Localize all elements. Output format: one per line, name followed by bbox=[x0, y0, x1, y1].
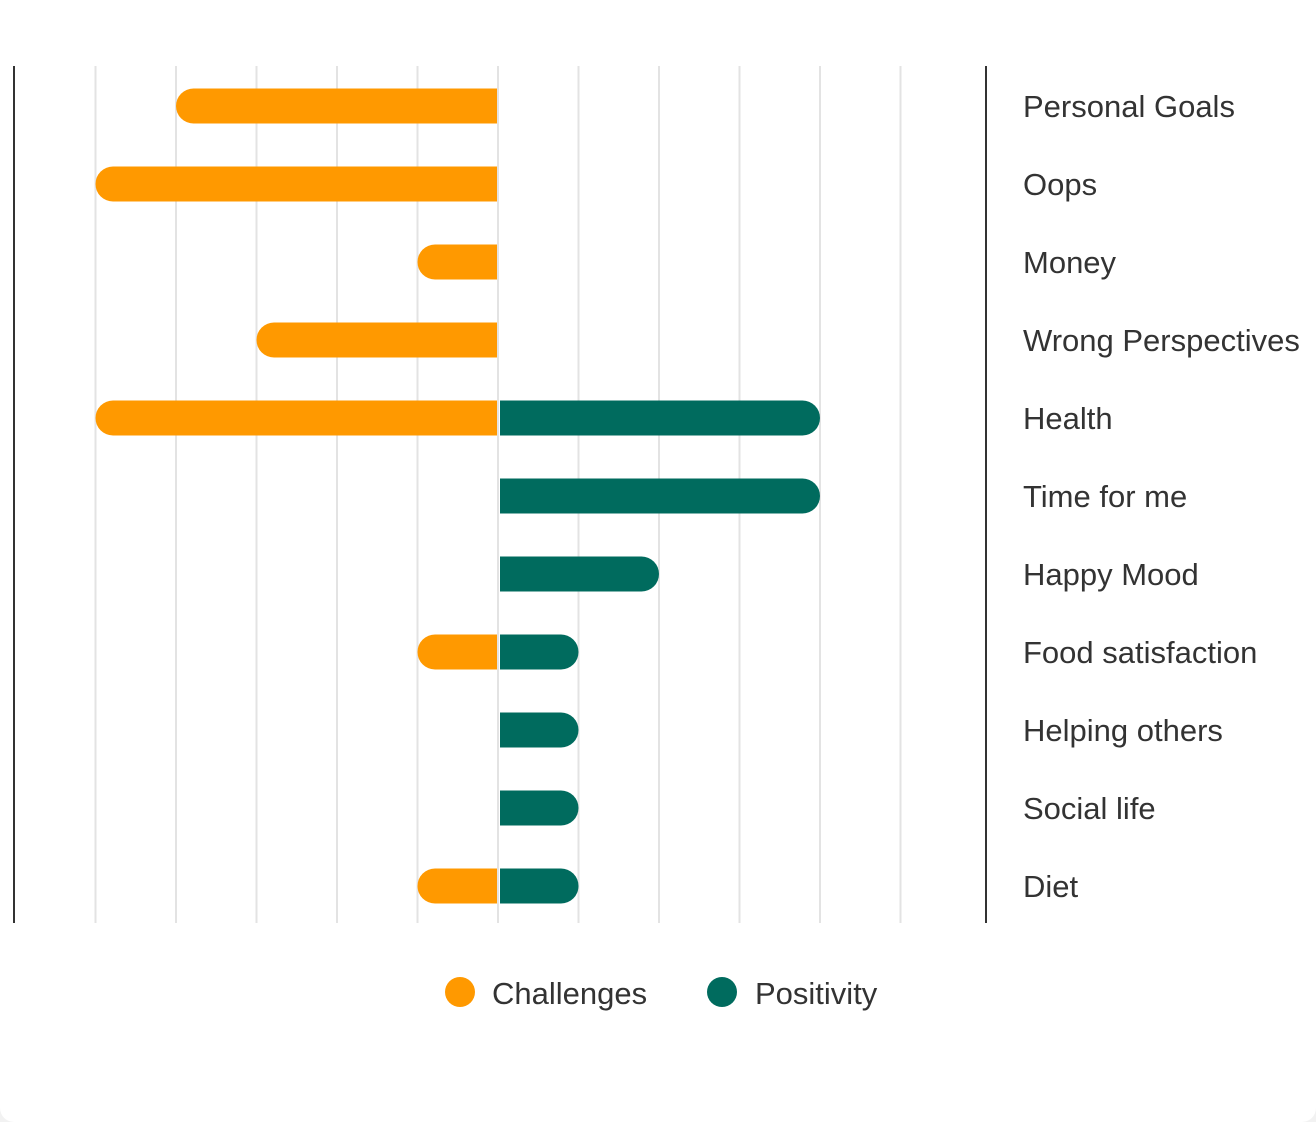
bar-challenges-oops[interactable] bbox=[95, 166, 498, 202]
category-label: Social life bbox=[1023, 791, 1156, 826]
bar-challenges-wrong-perspectives[interactable] bbox=[256, 322, 498, 358]
bar-positivity-happy-mood[interactable] bbox=[500, 556, 659, 592]
bar-positivity-food-satisfaction[interactable] bbox=[500, 634, 579, 670]
legend-item-positivity[interactable]: Positivity bbox=[707, 976, 878, 1011]
category-label: Oops bbox=[1023, 167, 1097, 202]
bar-positivity-diet[interactable] bbox=[500, 868, 579, 904]
category-labels: Personal Goals Oops Money Wrong Perspective… bbox=[1023, 89, 1300, 904]
legend-label-positivity: Positivity bbox=[755, 976, 878, 1011]
category-label: Wrong Perspectives bbox=[1023, 323, 1300, 358]
bar-positivity-time-for-me[interactable] bbox=[500, 478, 820, 514]
category-label: Money bbox=[1023, 245, 1117, 280]
bar-challenges-health[interactable] bbox=[95, 400, 498, 436]
category-label: Helping others bbox=[1023, 713, 1223, 748]
category-label: Diet bbox=[1023, 869, 1079, 904]
category-label: Happy Mood bbox=[1023, 557, 1199, 592]
bars bbox=[95, 88, 820, 904]
category-label: Personal Goals bbox=[1023, 89, 1235, 124]
bar-challenges-food-satisfaction[interactable] bbox=[417, 634, 498, 670]
bar-challenges-money[interactable] bbox=[417, 244, 498, 280]
legend: Challenges Positivity bbox=[445, 976, 878, 1011]
bar-positivity-helping-others[interactable] bbox=[500, 712, 579, 748]
category-label: Time for me bbox=[1023, 479, 1187, 514]
legend-label-challenges: Challenges bbox=[492, 976, 647, 1011]
legend-swatch-challenges bbox=[445, 977, 475, 1007]
category-label: Health bbox=[1023, 401, 1113, 436]
category-label: Food satisfaction bbox=[1023, 635, 1257, 670]
bar-positivity-health[interactable] bbox=[500, 400, 820, 436]
bar-positivity-social-life[interactable] bbox=[500, 790, 579, 826]
bar-challenges-diet[interactable] bbox=[417, 868, 498, 904]
legend-item-challenges[interactable]: Challenges bbox=[445, 976, 647, 1011]
bar-challenges-personal-goals[interactable] bbox=[176, 88, 497, 124]
legend-swatch-positivity bbox=[707, 977, 737, 1007]
